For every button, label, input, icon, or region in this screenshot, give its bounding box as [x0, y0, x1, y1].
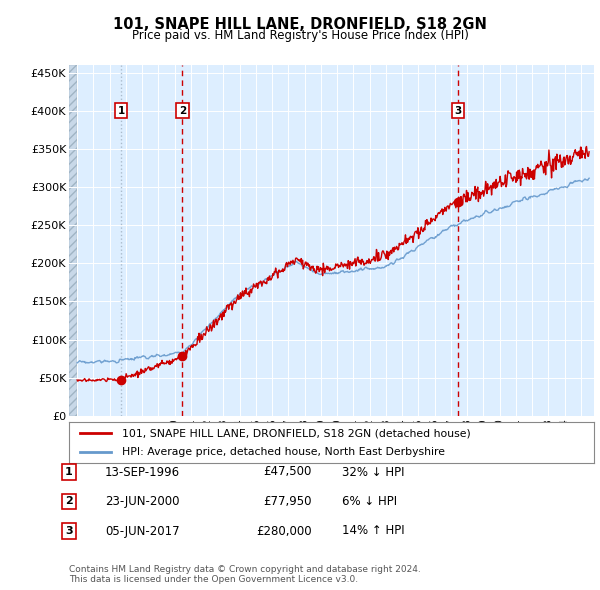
- Text: £77,950: £77,950: [263, 495, 312, 508]
- Text: 3: 3: [65, 526, 73, 536]
- Text: 32% ↓ HPI: 32% ↓ HPI: [342, 466, 404, 478]
- Text: Price paid vs. HM Land Registry's House Price Index (HPI): Price paid vs. HM Land Registry's House …: [131, 30, 469, 42]
- Text: £280,000: £280,000: [256, 525, 312, 537]
- Text: 14% ↑ HPI: 14% ↑ HPI: [342, 525, 404, 537]
- Text: 2: 2: [179, 106, 186, 116]
- Text: 6% ↓ HPI: 6% ↓ HPI: [342, 495, 397, 508]
- Text: 1: 1: [118, 106, 125, 116]
- Text: Contains HM Land Registry data © Crown copyright and database right 2024.
This d: Contains HM Land Registry data © Crown c…: [69, 565, 421, 584]
- Text: 23-JUN-2000: 23-JUN-2000: [105, 495, 179, 508]
- Text: £47,500: £47,500: [263, 466, 312, 478]
- Text: 101, SNAPE HILL LANE, DRONFIELD, S18 2GN (detached house): 101, SNAPE HILL LANE, DRONFIELD, S18 2GN…: [121, 428, 470, 438]
- Text: 101, SNAPE HILL LANE, DRONFIELD, S18 2GN: 101, SNAPE HILL LANE, DRONFIELD, S18 2GN: [113, 17, 487, 31]
- Text: 3: 3: [454, 106, 461, 116]
- Text: 13-SEP-1996: 13-SEP-1996: [105, 466, 180, 478]
- Text: 1: 1: [65, 467, 73, 477]
- Text: 2: 2: [65, 497, 73, 506]
- Text: 05-JUN-2017: 05-JUN-2017: [105, 525, 179, 537]
- Text: HPI: Average price, detached house, North East Derbyshire: HPI: Average price, detached house, Nort…: [121, 447, 445, 457]
